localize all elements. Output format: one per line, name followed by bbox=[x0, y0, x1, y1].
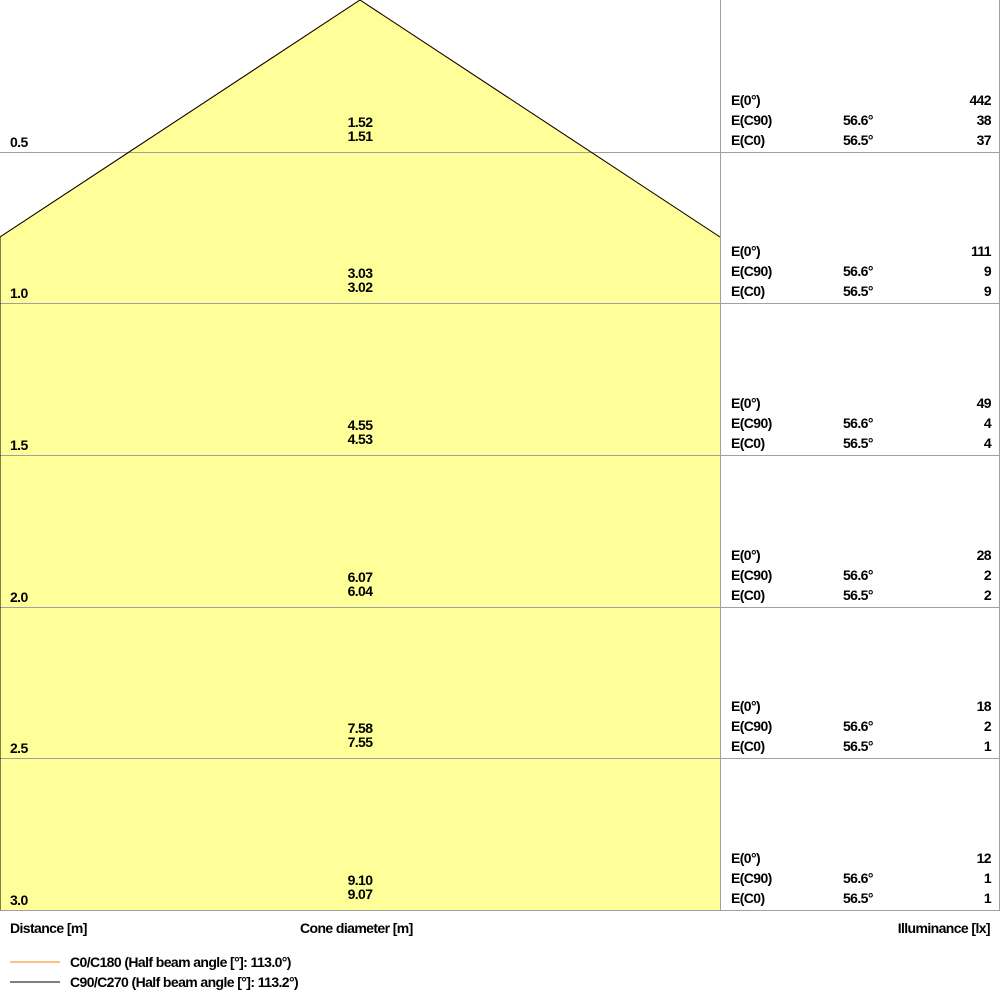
angle-c90: 56.6° bbox=[843, 263, 873, 279]
e0-label: E(0°) bbox=[731, 850, 761, 866]
e-c90-label: E(C90) bbox=[731, 263, 772, 279]
e-c90-label: E(C90) bbox=[731, 718, 772, 734]
e-c0-label: E(C0) bbox=[731, 587, 765, 603]
e-c0-label: E(C0) bbox=[731, 890, 765, 906]
cone-diameter-c0: 6.04 bbox=[347, 583, 373, 599]
legend-label-c90: C90/C270 (Half beam angle [°]: 113.2°) bbox=[70, 974, 299, 990]
illuminance-c0-value: 4 bbox=[983, 435, 992, 451]
illuminance-c90-value: 2 bbox=[983, 718, 992, 734]
e0-label: E(0°) bbox=[731, 698, 761, 714]
e-c0-label: E(C0) bbox=[731, 435, 765, 451]
distance-axis-label: Distance [m] bbox=[10, 920, 87, 936]
illuminance-c0-value: 2 bbox=[983, 587, 992, 603]
illuminance-c90-value: 2 bbox=[983, 567, 992, 583]
angle-c0: 56.5° bbox=[843, 587, 873, 603]
angle-c90: 56.6° bbox=[843, 415, 873, 431]
e0-label: E(0°) bbox=[731, 243, 761, 259]
legend-label-c0: C0/C180 (Half beam angle [°]: 113.0°) bbox=[70, 954, 291, 970]
illuminance-e0-value: 28 bbox=[976, 547, 992, 563]
e0-label: E(0°) bbox=[731, 547, 761, 563]
distance-label: 2.0 bbox=[10, 589, 28, 605]
angle-c90: 56.6° bbox=[843, 112, 873, 128]
cone-diameter-c0: 7.55 bbox=[347, 734, 373, 750]
angle-c0: 56.5° bbox=[843, 132, 873, 148]
distance-label: 1.5 bbox=[10, 437, 28, 453]
illuminance-e0-value: 49 bbox=[976, 395, 992, 411]
angle-c0: 56.5° bbox=[843, 738, 873, 754]
cone-diameter-c90: 7.58 bbox=[347, 720, 373, 736]
cone-diameter-c90: 4.55 bbox=[347, 417, 373, 433]
illuminance-c90-value: 38 bbox=[976, 112, 992, 128]
angle-c0: 56.5° bbox=[843, 435, 873, 451]
distance-label: 2.5 bbox=[10, 740, 28, 756]
illuminance-axis-label: Illuminance [lx] bbox=[897, 920, 991, 936]
cone-diameter-c90: 3.03 bbox=[347, 265, 373, 281]
distance-label: 3.0 bbox=[10, 892, 28, 908]
e-c0-label: E(C0) bbox=[731, 283, 765, 299]
distance-label: 0.5 bbox=[10, 134, 28, 150]
cone-diameter-c90: 9.10 bbox=[347, 872, 373, 888]
illuminance-e0-value: 12 bbox=[976, 850, 992, 866]
angle-c0: 56.5° bbox=[843, 890, 873, 906]
angle-c90: 56.6° bbox=[843, 567, 873, 583]
illuminance-c90-value: 9 bbox=[983, 263, 992, 279]
illuminance-c90-value: 4 bbox=[983, 415, 992, 431]
illuminance-c90-value: 1 bbox=[983, 870, 992, 886]
e-c90-label: E(C90) bbox=[731, 112, 772, 128]
illuminance-c0-value: 1 bbox=[983, 890, 992, 906]
illuminance-e0-value: 18 bbox=[976, 698, 992, 714]
cone-diameter-c0: 1.51 bbox=[347, 128, 373, 144]
cone-diameter-c90: 6.07 bbox=[347, 569, 373, 585]
e0-label: E(0°) bbox=[731, 395, 761, 411]
illuminance-e0-value: 442 bbox=[969, 92, 991, 108]
e-c90-label: E(C90) bbox=[731, 567, 772, 583]
e-c90-label: E(C90) bbox=[731, 415, 772, 431]
e-c0-label: E(C0) bbox=[731, 738, 765, 754]
angle-c90: 56.6° bbox=[843, 718, 873, 734]
cone-diameter-c0: 3.02 bbox=[347, 279, 373, 295]
angle-c90: 56.6° bbox=[843, 870, 873, 886]
illuminance-c0-value: 1 bbox=[983, 738, 992, 754]
cone-diameter-c90: 1.52 bbox=[347, 114, 373, 130]
cone-diameter-axis-label: Cone diameter [m] bbox=[300, 920, 413, 936]
cone-outline-c90 bbox=[0, 0, 721, 910]
angle-c0: 56.5° bbox=[843, 283, 873, 299]
cone-diameter-c0: 9.07 bbox=[347, 886, 373, 902]
illuminance-e0-value: 111 bbox=[970, 243, 992, 259]
illuminance-c0-value: 9 bbox=[983, 283, 992, 299]
distance-label: 1.0 bbox=[10, 285, 28, 301]
e0-label: E(0°) bbox=[731, 92, 761, 108]
illuminance-c0-value: 37 bbox=[976, 132, 992, 148]
e-c90-label: E(C90) bbox=[731, 870, 772, 886]
cone-diameter-c0: 4.53 bbox=[347, 431, 373, 447]
e-c0-label: E(C0) bbox=[731, 132, 765, 148]
